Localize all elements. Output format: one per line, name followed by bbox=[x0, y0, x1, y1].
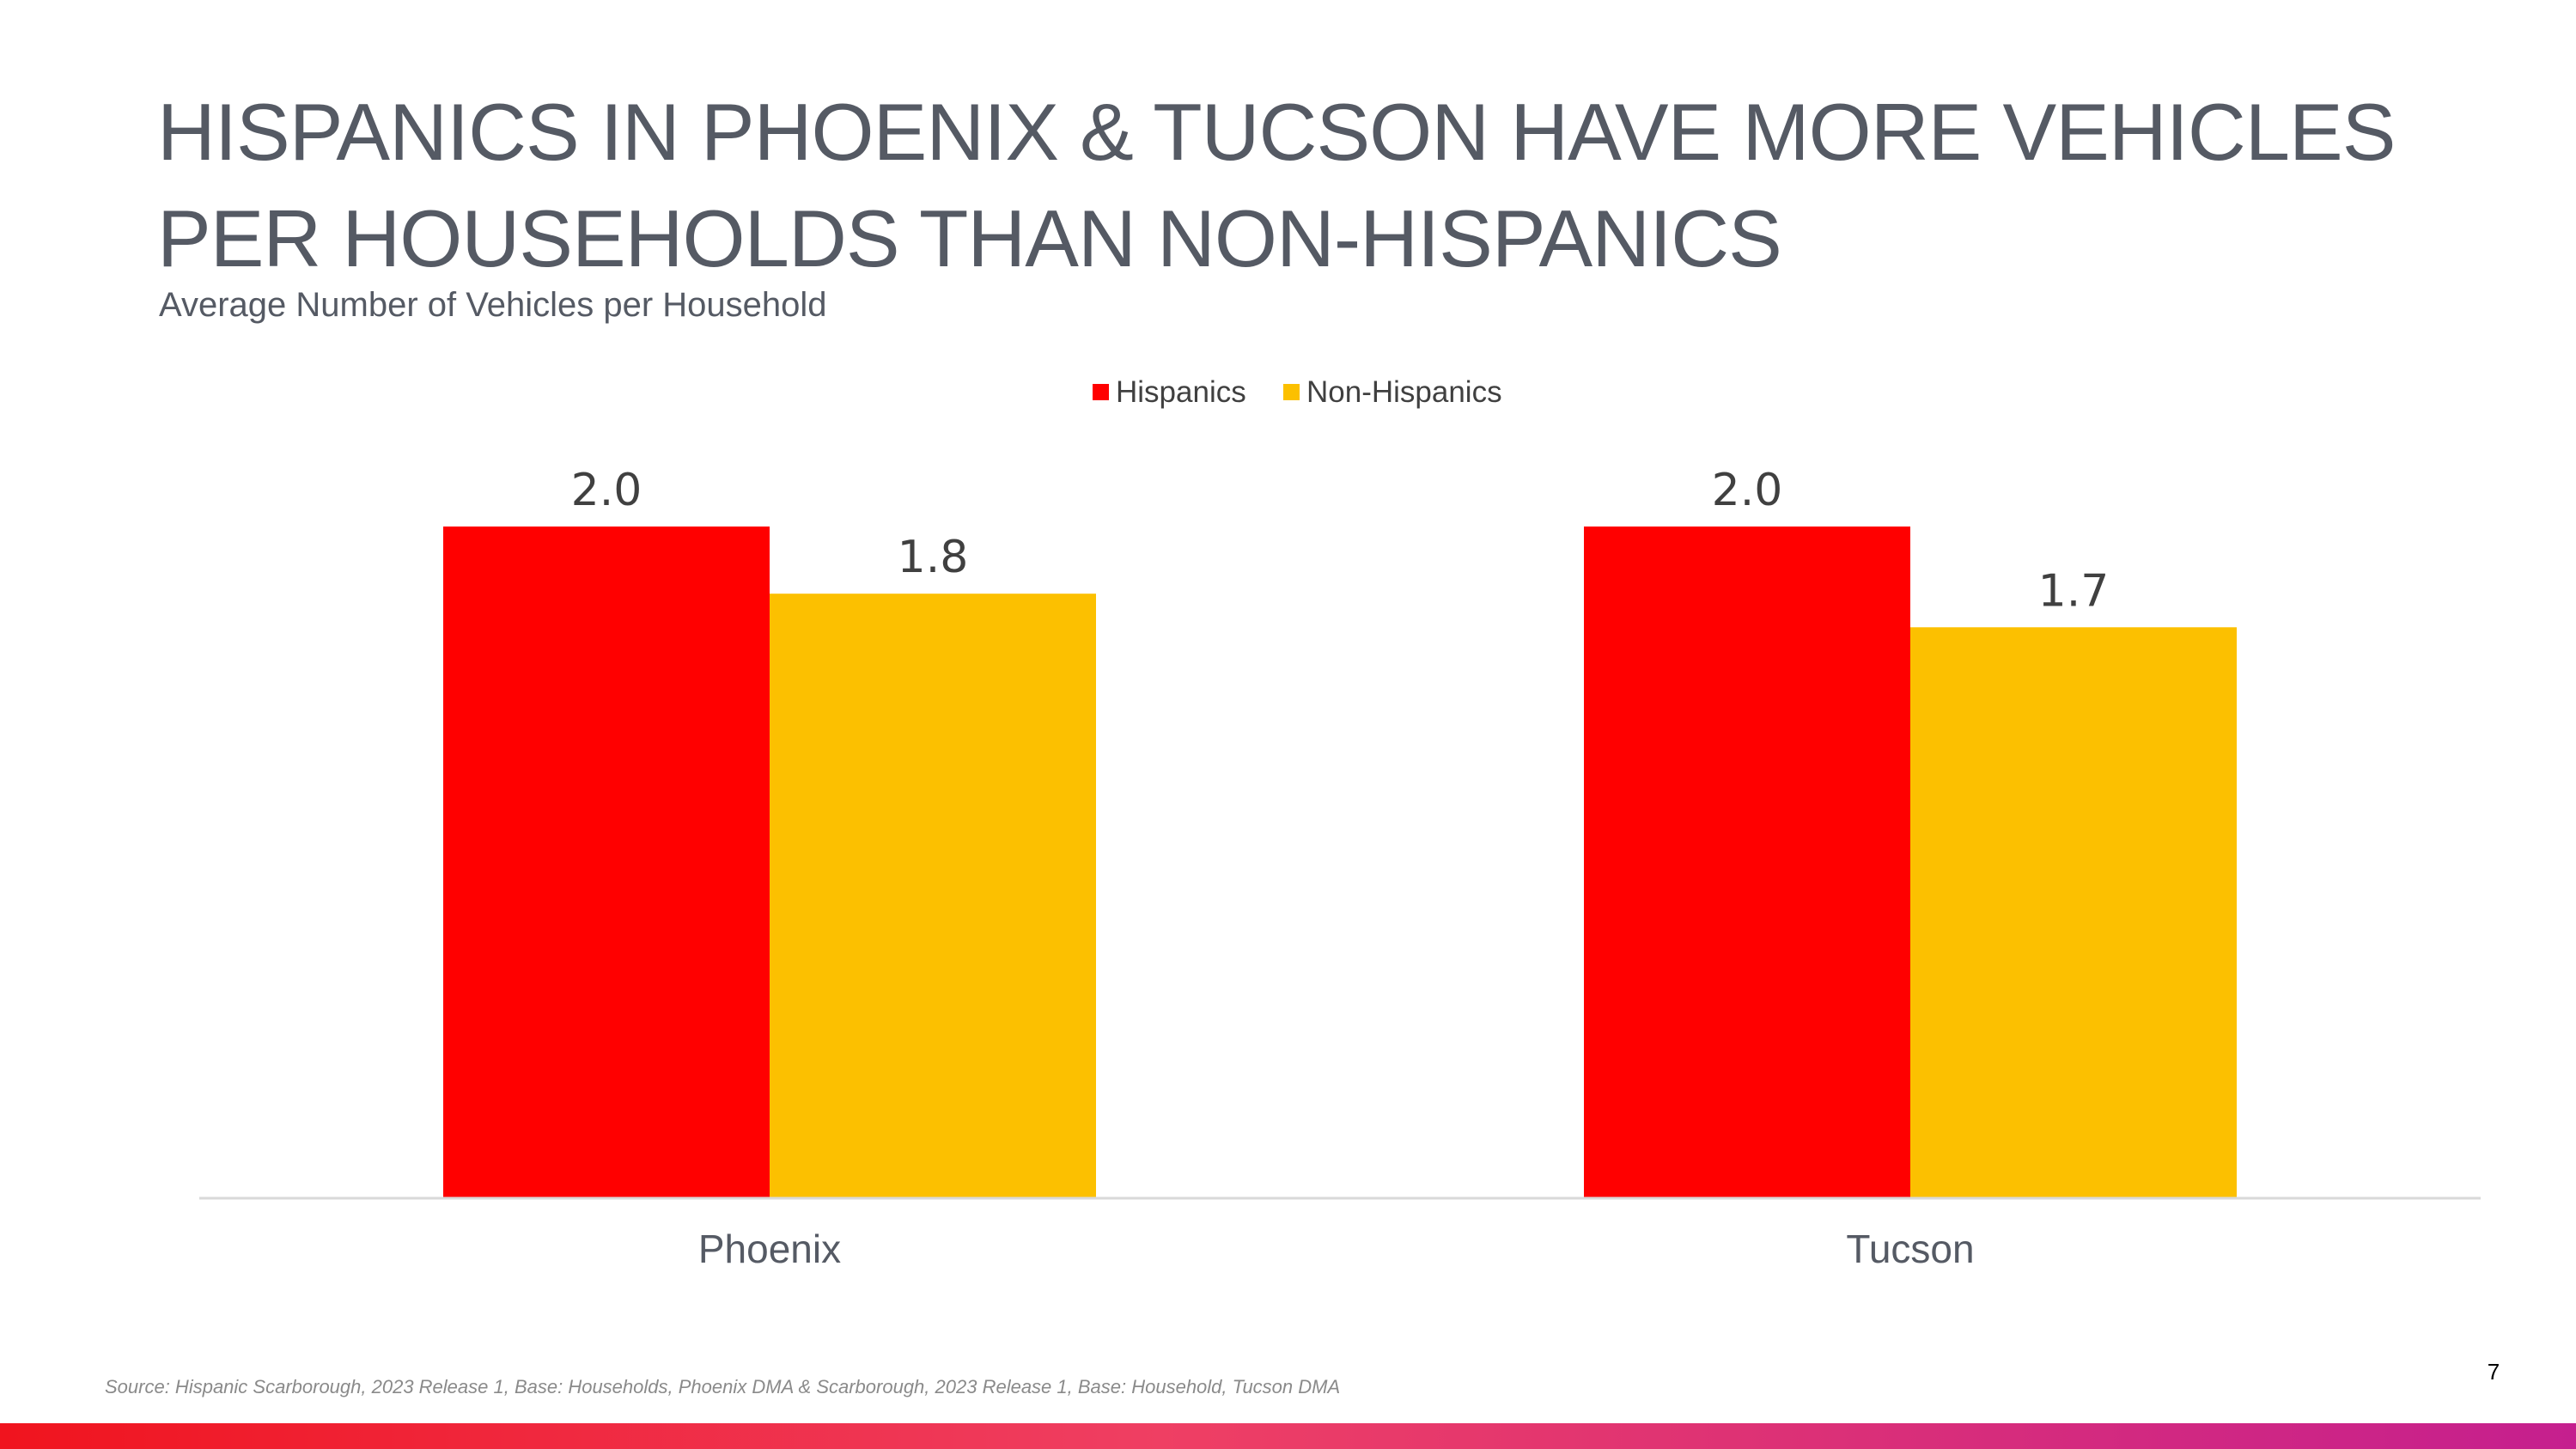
data-label-tucson-hispanics: 2.0 bbox=[1712, 465, 1783, 516]
chart-subtitle: Average Number of Vehicles per Household bbox=[159, 286, 827, 324]
legend-swatch-non-hispanics bbox=[1283, 384, 1300, 400]
data-label-phoenix-non-hispanics: 1.8 bbox=[898, 532, 969, 583]
x-axis-tick-labels: Phoenix Tucson bbox=[698, 1227, 1975, 1271]
page-title: HISPANICS IN PHOENIX & TUCSON HAVE MORE … bbox=[157, 87, 2396, 283]
bar-tucson-hispanics bbox=[1584, 527, 1910, 1198]
bar-tucson-non-hispanics bbox=[1910, 627, 2237, 1198]
bottom-gradient-bar bbox=[0, 1423, 2576, 1449]
bar-group bbox=[443, 527, 2237, 1198]
bar-phoenix-non-hispanics bbox=[770, 594, 1096, 1198]
bar-phoenix-hispanics bbox=[443, 527, 770, 1198]
source-note: Source: Hispanic Scarborough, 2023 Relea… bbox=[105, 1376, 1341, 1397]
page-number: 7 bbox=[2487, 1359, 2500, 1385]
data-label-phoenix-hispanics: 2.0 bbox=[571, 465, 642, 516]
legend-label-hispanics: Hispanics bbox=[1116, 375, 1246, 409]
x-tick-label-tucson: Tucson bbox=[1846, 1227, 1974, 1271]
chart-legend: Hispanics Non-Hispanics bbox=[1093, 375, 1502, 409]
x-tick-label-phoenix: Phoenix bbox=[698, 1227, 841, 1271]
data-label-tucson-non-hispanics: 1.7 bbox=[2038, 565, 2110, 617]
legend-swatch-hispanics bbox=[1093, 384, 1109, 400]
legend-label-non-hispanics: Non-Hispanics bbox=[1306, 375, 1502, 409]
data-labels: 2.0 1.8 2.0 1.7 bbox=[571, 465, 2110, 617]
